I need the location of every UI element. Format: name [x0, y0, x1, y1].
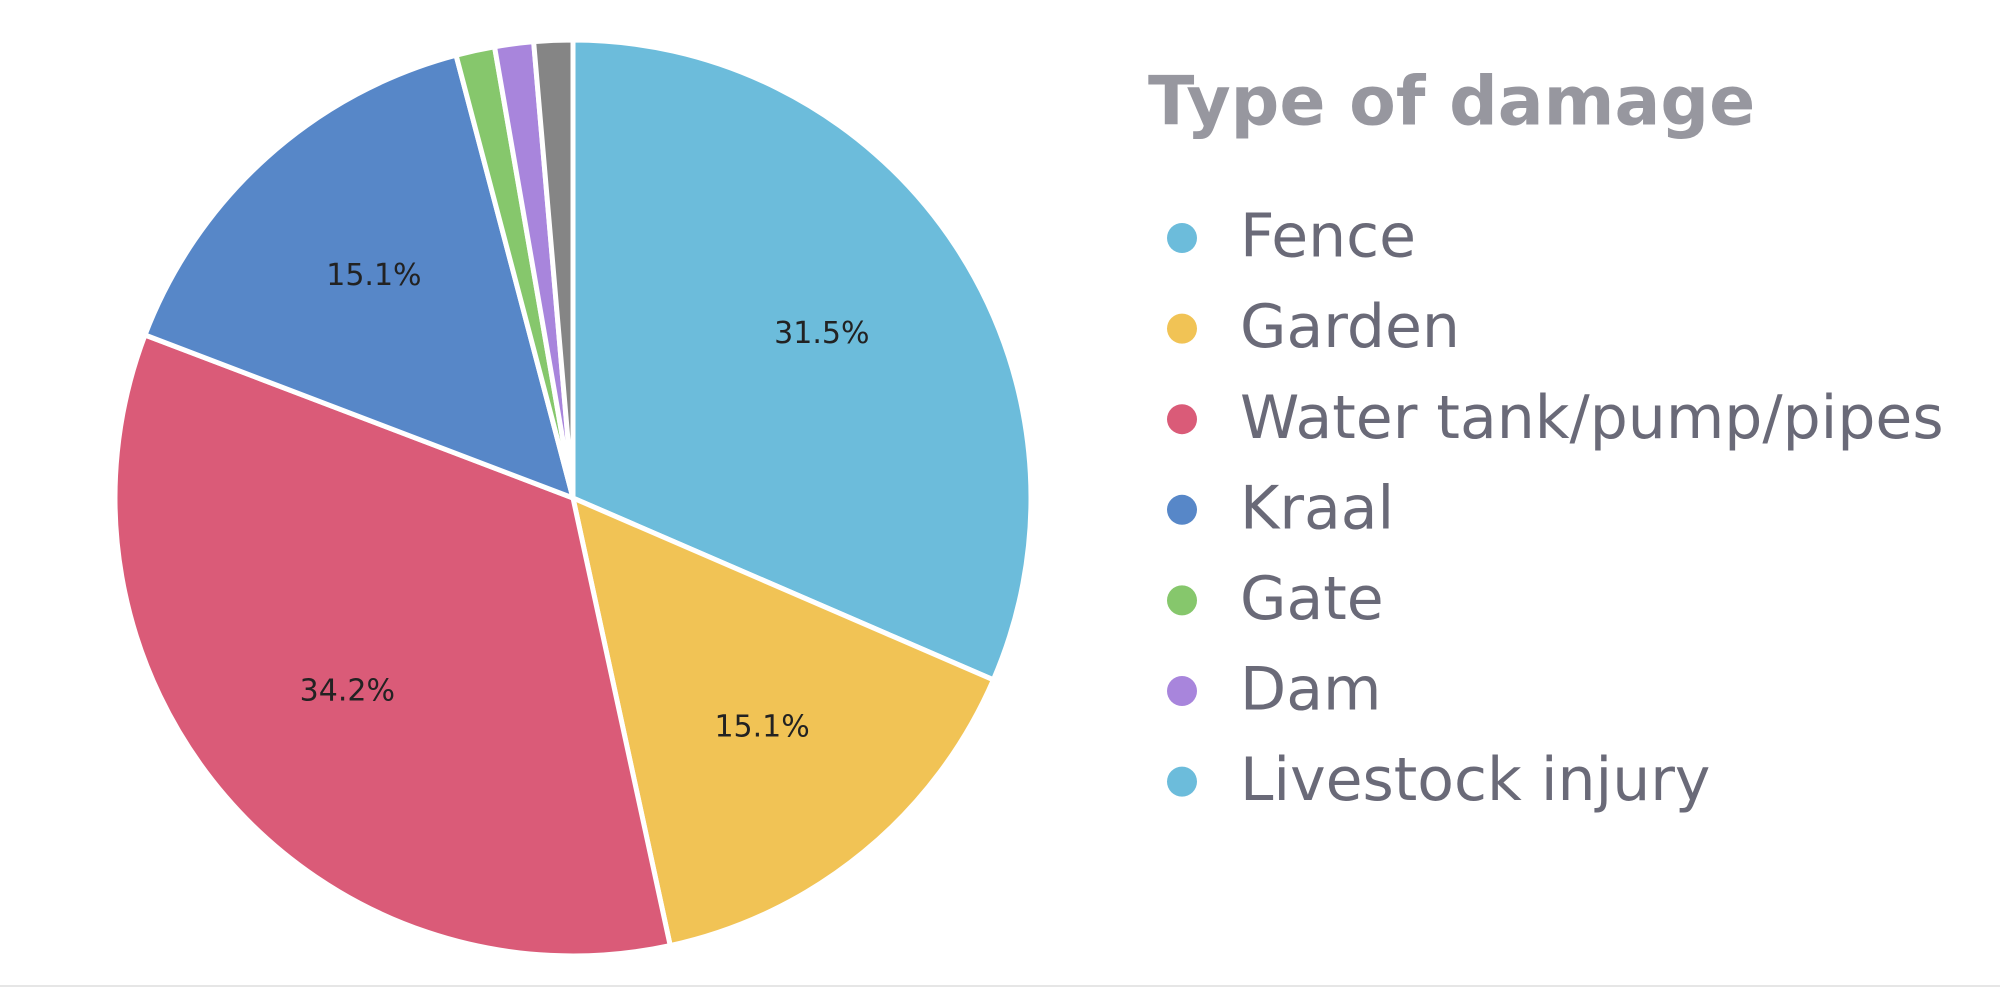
data-label: 31.5% [774, 316, 869, 351]
pie-slice [570, 37, 1034, 683]
legend-label: Dam [1240, 655, 1381, 725]
data-label: 15.1% [714, 709, 809, 744]
legend-marker [1167, 494, 1197, 525]
legend-marker [1167, 313, 1197, 344]
legend-label: Garden [1240, 292, 1460, 362]
pie-slice [142, 52, 576, 501]
legend-title: Type of damage [1148, 63, 1755, 142]
legend-marker [1167, 585, 1197, 616]
legend-marker [1167, 766, 1197, 797]
legend-marker [1167, 223, 1197, 253]
pie-slice [531, 37, 576, 501]
data-label: 34.2% [300, 674, 395, 709]
legend-label: Gate [1240, 564, 1384, 634]
legend-label: Water tank/pump/pipes [1240, 383, 1944, 453]
pie-slice [112, 332, 673, 959]
data-label: 15.1% [326, 258, 421, 293]
legend-label: Livestock injury [1240, 745, 1710, 815]
pie-slice [570, 495, 996, 949]
legend-label: Fence [1240, 202, 1416, 272]
legend-label: Kraal [1240, 473, 1394, 543]
legend-marker [1167, 404, 1197, 435]
legend-marker [1167, 676, 1197, 706]
